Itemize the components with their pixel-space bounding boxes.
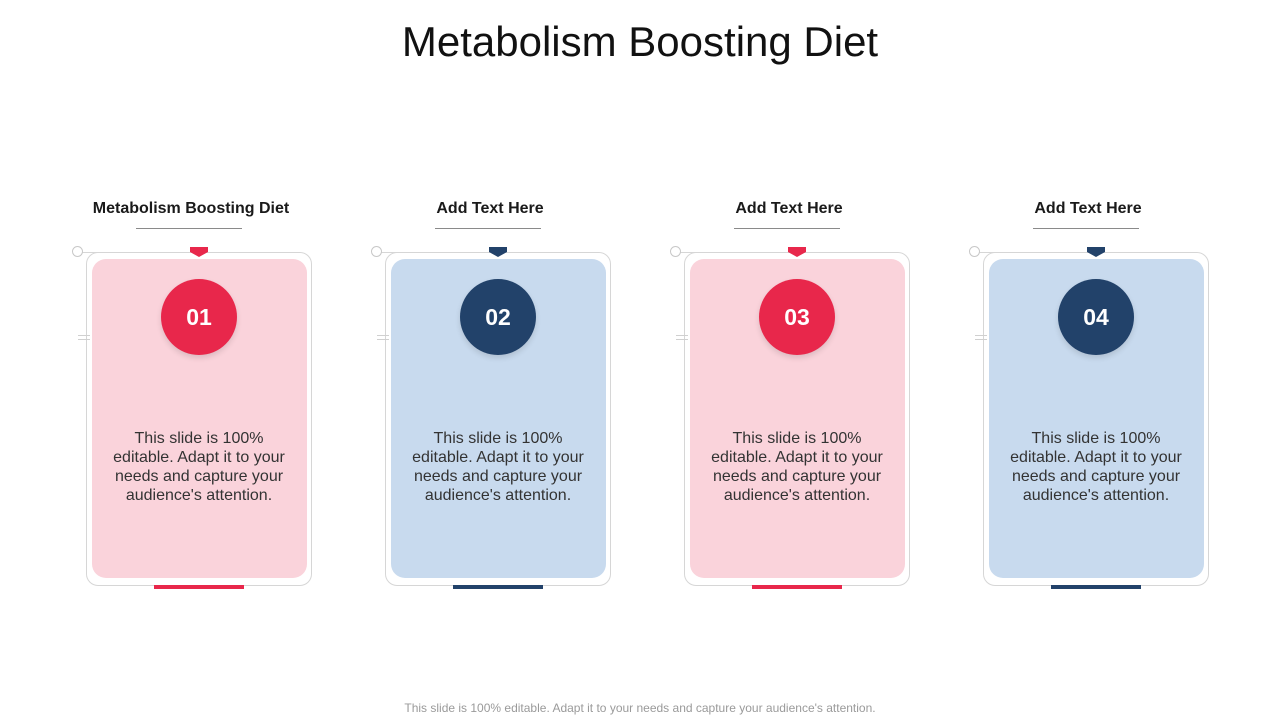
side-tick	[377, 335, 389, 340]
pointer-tab-icon	[788, 247, 806, 257]
connector-knob	[969, 246, 980, 257]
card-3: Add Text Here 03 This slide is 100% edit…	[670, 196, 916, 596]
connector-knob	[371, 246, 382, 257]
slide-title: Metabolism Boosting Diet	[401, 18, 879, 65]
side-tick	[676, 335, 688, 340]
card-1: Metabolism Boosting Diet 01 This slide i…	[72, 196, 318, 596]
step-number-badge: 02	[460, 279, 536, 355]
step-number-badge: 01	[161, 279, 237, 355]
heading-underline	[435, 228, 541, 229]
card-bottom-bar	[752, 585, 842, 589]
pointer-tab-icon	[1087, 247, 1105, 257]
card-heading: Add Text Here	[436, 200, 544, 217]
card-bottom-bar	[1051, 585, 1141, 589]
connector-knob	[72, 246, 83, 257]
side-tick	[78, 335, 90, 340]
card-description: This slide is 100% editable. Adapt it to…	[113, 430, 285, 504]
card-2: Add Text Here 02 This slide is 100% edit…	[371, 196, 617, 596]
side-tick	[975, 335, 987, 340]
slide-footer: This slide is 100% editable. Adapt it to…	[404, 701, 876, 715]
connector-knob	[670, 246, 681, 257]
step-number-badge: 04	[1058, 279, 1134, 355]
card-bottom-bar	[453, 585, 543, 589]
card-heading: Metabolism Boosting Diet	[92, 200, 290, 217]
card-description: This slide is 100% editable. Adapt it to…	[412, 430, 584, 504]
card-heading: Add Text Here	[1034, 200, 1142, 217]
pointer-tab-icon	[190, 247, 208, 257]
card-description: This slide is 100% editable. Adapt it to…	[1010, 430, 1182, 504]
card-bottom-bar	[154, 585, 244, 589]
card-heading: Add Text Here	[735, 200, 843, 217]
pointer-tab-icon	[489, 247, 507, 257]
heading-underline	[1033, 228, 1139, 229]
card-4: Add Text Here 04 This slide is 100% edit…	[969, 196, 1215, 596]
heading-underline	[734, 228, 840, 229]
step-number-badge: 03	[759, 279, 835, 355]
heading-underline	[136, 228, 242, 229]
card-description: This slide is 100% editable. Adapt it to…	[711, 430, 883, 504]
